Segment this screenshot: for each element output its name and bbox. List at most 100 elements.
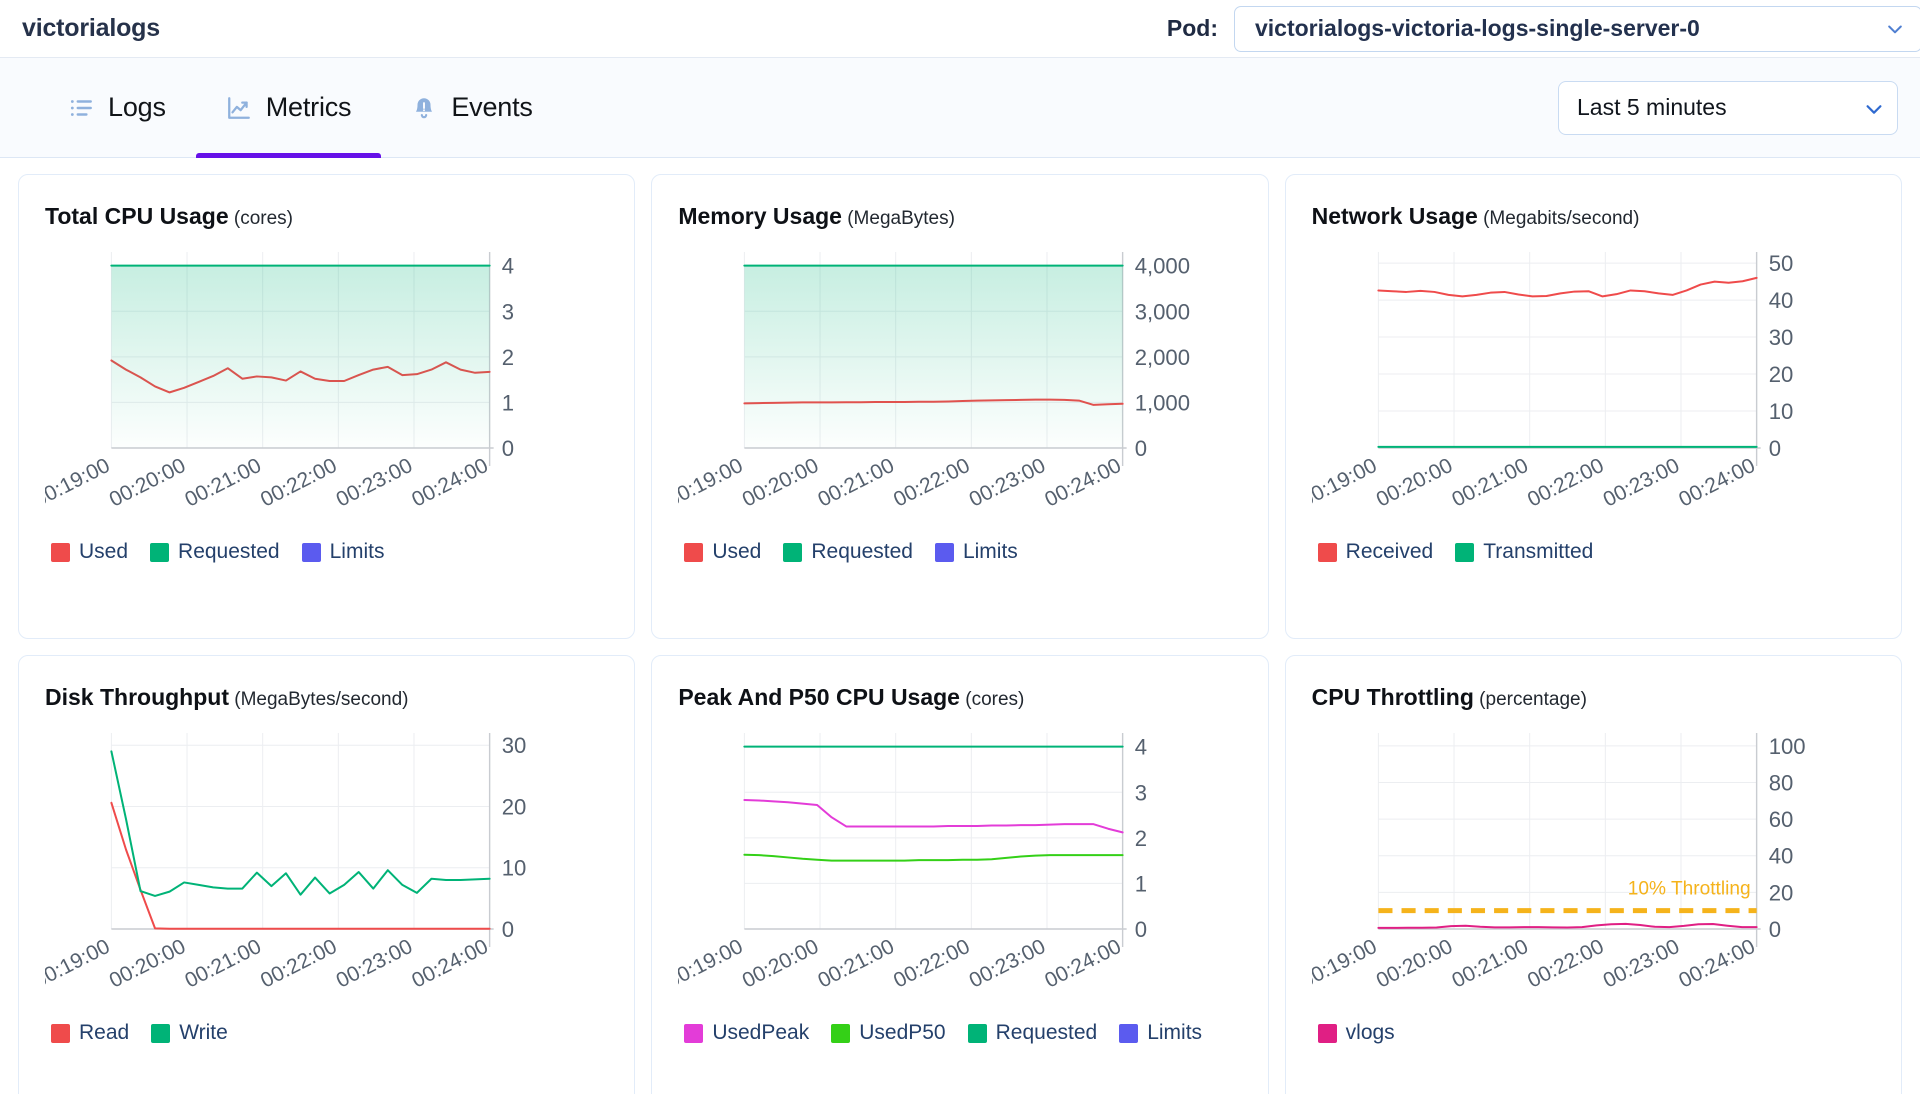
legend-swatch (51, 542, 70, 562)
svg-text:00:22:00: 00:22:00 (1524, 935, 1608, 993)
legend-label: Requested (811, 540, 913, 563)
legend-item[interactable]: Limits (301, 540, 384, 564)
svg-text:00:20:00: 00:20:00 (106, 935, 190, 993)
svg-text:00:21:00: 00:21:00 (181, 935, 265, 993)
svg-text:3: 3 (1135, 780, 1147, 805)
svg-text:00:19:00: 00:19:00 (45, 935, 114, 993)
card-title-unit: (MegaBytes/second) (228, 689, 409, 710)
card-title: Network Usage (Megabits/second) (1312, 203, 1875, 230)
card-title-unit: (cores) (228, 208, 294, 229)
plot-area: 10% Throttling 0 20 40 60 80 100 00:19:00 00:20:… (1312, 717, 1875, 1017)
tab-events[interactable]: Events (381, 58, 562, 158)
svg-text:100: 100 (1768, 734, 1805, 759)
legend-item[interactable]: vlogs (1317, 1021, 1395, 1045)
legend-swatch (934, 542, 954, 562)
svg-text:00:20:00: 00:20:00 (106, 454, 190, 512)
svg-text:10: 10 (1768, 399, 1793, 424)
legend-label: Limits (1147, 1021, 1203, 1044)
svg-text:20: 20 (1768, 362, 1793, 387)
legend-item[interactable]: UsedP50 (831, 1021, 946, 1045)
svg-text:10% Throttling: 10% Throttling (1627, 879, 1750, 900)
svg-text:10: 10 (502, 856, 527, 881)
legend-label: Received (1345, 540, 1434, 563)
card-title-text: CPU Throttling (1311, 684, 1474, 710)
time-range-select[interactable]: Last 5 minutes (1558, 80, 1898, 135)
tab-metrics-label: Metrics (265, 92, 352, 122)
metric-card-peak-p50-cpu-usage: Peak And P50 CPU Usage (cores) 0 1 2 3 4 00:19… (651, 655, 1269, 1094)
svg-text:00:19:00: 00:19:00 (1312, 454, 1381, 512)
legend-item[interactable]: Used (684, 540, 761, 564)
tab-bar: Logs Metrics Events (0, 58, 1920, 158)
svg-text:1: 1 (502, 390, 514, 415)
card-title-unit: (MegaBytes) (841, 208, 955, 229)
legend-item[interactable]: Read (51, 1021, 129, 1045)
bell-alert-icon (411, 95, 437, 121)
metric-card-network-usage: Network Usage (Megabits/second) 0 10 20 30 40… (1284, 174, 1902, 639)
legend-label: Used (79, 540, 129, 563)
pod-select[interactable]: victorialogs-victoria-logs-single-server… (1234, 5, 1920, 52)
legend-item[interactable]: Received (1317, 540, 1434, 564)
svg-text:00:22:00: 00:22:00 (890, 454, 974, 512)
legend-label: Write (179, 1021, 228, 1044)
svg-text:0: 0 (502, 917, 514, 942)
svg-text:20: 20 (502, 795, 527, 820)
svg-text:00:24:00: 00:24:00 (1675, 935, 1759, 993)
card-title: Memory Usage (MegaBytes) (678, 203, 1241, 230)
legend-item[interactable]: Write (151, 1021, 228, 1045)
legend-label: Requested (995, 1021, 1098, 1044)
card-title: CPU Throttling (percentage) (1312, 684, 1875, 711)
svg-text:0: 0 (1768, 917, 1780, 942)
chevron-down-icon (1863, 98, 1883, 118)
legend-item[interactable]: Requested (150, 540, 280, 564)
svg-text:00:24:00: 00:24:00 (1042, 454, 1126, 512)
svg-text:00:22:00: 00:22:00 (890, 935, 974, 993)
svg-text:30: 30 (502, 733, 527, 758)
legend-item[interactable]: Used (51, 540, 128, 564)
svg-text:30: 30 (1768, 325, 1793, 350)
svg-text:00:24:00: 00:24:00 (1675, 454, 1759, 512)
tab-logs[interactable]: Logs (38, 58, 196, 158)
svg-text:00:20:00: 00:20:00 (1372, 454, 1456, 512)
card-title: Peak And P50 CPU Usage (cores) (678, 684, 1241, 711)
svg-text:2: 2 (1135, 826, 1147, 851)
svg-text:3: 3 (502, 299, 514, 324)
svg-text:00:24:00: 00:24:00 (408, 454, 492, 512)
svg-text:40: 40 (1768, 288, 1793, 313)
legend-label: vlogs (1345, 1021, 1395, 1044)
svg-text:00:21:00: 00:21:00 (815, 454, 899, 512)
legend-item[interactable]: Limits (934, 540, 1018, 564)
tab-metrics[interactable]: Metrics (195, 58, 382, 158)
svg-text:00:23:00: 00:23:00 (966, 935, 1050, 993)
legend-item[interactable]: Transmitted (1455, 540, 1593, 564)
plot-area: 0 10 20 30 40 50 00:19:00 00:20:00 00:21:00 00:22… (1312, 236, 1875, 536)
svg-text:80: 80 (1768, 771, 1793, 796)
legend-item[interactable]: UsedPeak (684, 1021, 809, 1045)
chart-legend: Read Write (45, 1021, 608, 1045)
svg-text:50: 50 (1768, 251, 1793, 276)
legend-swatch (967, 1023, 987, 1043)
time-range-value: Last 5 minutes (1577, 94, 1727, 120)
metrics-grid: Total CPU Usage (cores) 0 1 2 3 4 00:19:00 00:2… (0, 158, 1920, 1094)
svg-text:0: 0 (1768, 436, 1780, 461)
app-title: victorialogs (22, 14, 160, 42)
pod-select-value: victorialogs-victoria-logs-single-server… (1255, 15, 1700, 41)
pod-label: Pod: (1166, 15, 1218, 41)
svg-text:00:20:00: 00:20:00 (739, 935, 823, 993)
legend-item[interactable]: Requested (967, 1021, 1098, 1045)
svg-text:0: 0 (1135, 917, 1147, 942)
plot-area: 0 1,000 2,000 3,000 4,000 00:19:00 00:20:00 00:… (678, 236, 1241, 536)
card-title-text: Peak And P50 CPU Usage (678, 684, 960, 710)
svg-text:00:23:00: 00:23:00 (1599, 935, 1683, 993)
metric-card-cpu-throttling: CPU Throttling (percentage) 10% Throttlin… (1284, 655, 1902, 1094)
svg-text:4,000: 4,000 (1135, 254, 1190, 279)
svg-text:2,000: 2,000 (1135, 345, 1190, 370)
svg-text:00:21:00: 00:21:00 (1448, 935, 1532, 993)
svg-text:4: 4 (1135, 735, 1147, 760)
legend-swatch (1119, 1023, 1139, 1043)
svg-text:1: 1 (1135, 871, 1147, 896)
legend-label: Requested (178, 540, 280, 563)
legend-item[interactable]: Limits (1119, 1021, 1202, 1045)
legend-label: Transmitted (1483, 540, 1594, 563)
legend-item[interactable]: Requested (783, 540, 913, 564)
tab-list: Logs Metrics Events (38, 58, 563, 158)
